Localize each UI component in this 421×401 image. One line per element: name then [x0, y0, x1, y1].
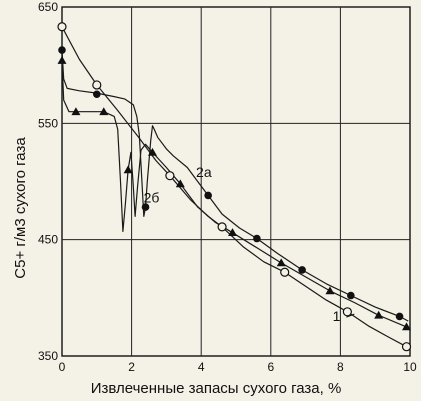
data-point-filled-triangle [228, 228, 238, 237]
curve-layer [61, 26, 409, 348]
ticks-layer: 0 2 4 6 8 10 350 450 550 650 [38, 0, 417, 374]
labels-layer: 1 2а 2б [144, 164, 355, 324]
data-point-filled-triangle [71, 107, 81, 116]
series-line [61, 60, 407, 328]
data-point-open-circle [217, 222, 227, 232]
series-line [61, 49, 409, 322]
x-tick-label: 2 [128, 360, 135, 374]
x-tick-label: 10 [403, 360, 417, 374]
data-point-filled-circle [204, 191, 212, 200]
grid-layer [61, 6, 411, 357]
data-point-open-circle [280, 267, 290, 277]
data-point-open-circle [401, 342, 412, 352]
data-point-filled-triangle [147, 147, 157, 156]
y-tick-label: 550 [38, 116, 58, 130]
x-tick-label: 6 [267, 360, 274, 374]
data-point-open-circle [342, 307, 352, 317]
data-point-filled-triangle [325, 286, 335, 295]
curve-label: 2б [144, 189, 160, 205]
x-axis-title: Извлеченные запасы сухого газа, % [91, 380, 342, 397]
data-point-open-circle [57, 22, 67, 32]
data-point-filled-circle [141, 203, 150, 211]
series-line [61, 26, 407, 348]
data-point-open-circle [165, 171, 175, 181]
data-point-filled-circle [93, 90, 101, 99]
data-point-filled-circle [298, 266, 306, 274]
data-point-filled-triangle [123, 165, 133, 174]
data-point-open-circle [92, 80, 102, 90]
x-tick-label: 8 [337, 360, 344, 374]
curve-label: 2а [196, 164, 212, 180]
data-point-filled-circle [347, 291, 355, 300]
data-point-filled-triangle [402, 322, 412, 331]
data-point-filled-circle [395, 312, 404, 321]
data-point-filled-triangle [57, 56, 67, 64]
x-tick-label: 0 [59, 360, 66, 374]
y-tick-label: 650 [38, 0, 58, 14]
data-point-filled-triangle [99, 107, 109, 116]
data-point-filled-triangle [374, 310, 384, 319]
data-point-filled-triangle [175, 179, 185, 188]
data-point-filled-circle [253, 234, 261, 243]
plot-frame [61, 6, 411, 357]
data-point-filled-triangle [276, 258, 286, 267]
curve-label-leader [346, 313, 355, 318]
data-point-filled-circle [58, 46, 66, 54]
y-tick-label: 350 [38, 349, 58, 363]
curve-label: 1 [333, 308, 341, 324]
x-tick-label: 4 [198, 360, 205, 374]
marker-layer [57, 22, 412, 352]
y-tick-label: 450 [38, 233, 58, 247]
y-axis-title-main: C5+ г/м3 сухого газа [12, 137, 29, 279]
y-axis-title: C5+ г/м3 сухого газа [12, 137, 29, 279]
